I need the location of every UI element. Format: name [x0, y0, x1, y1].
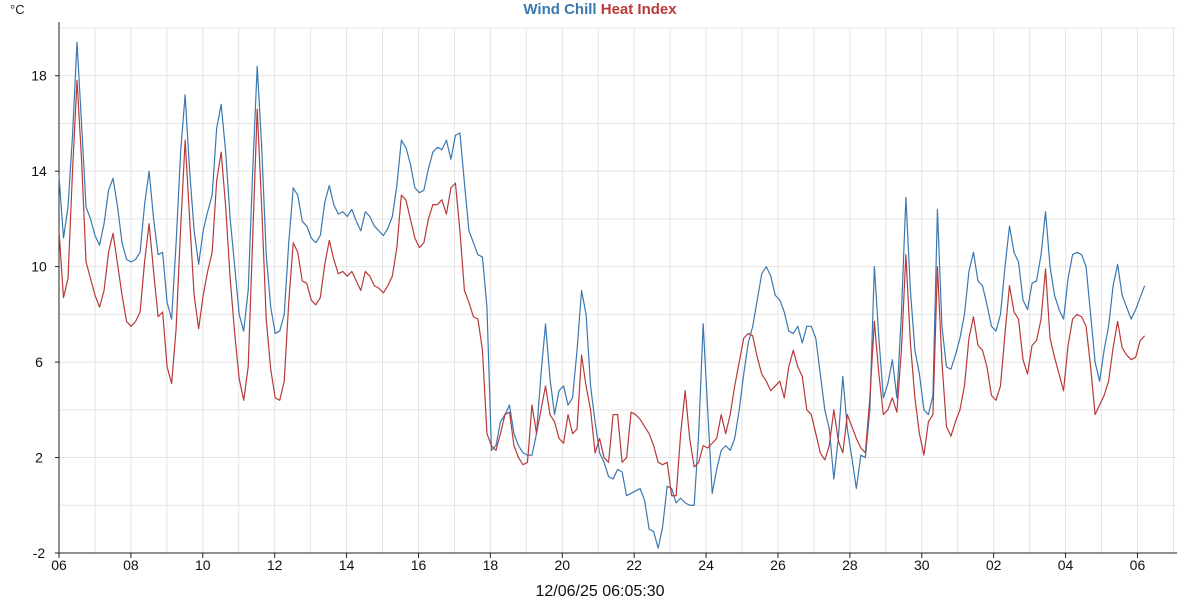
x-tick-label: 20 [554, 557, 570, 573]
y-tick-label: 10 [31, 259, 47, 275]
wind-chill-line [58, 41, 1146, 549]
x-tick-label: 10 [195, 557, 211, 573]
series-group [58, 41, 1146, 549]
x-tick-label: 14 [339, 557, 355, 573]
x-tick-label: 12 [267, 557, 283, 573]
x-tick-label: 06 [1130, 557, 1146, 573]
y-tick-label: 2 [35, 450, 43, 466]
y-axis-unit-label: °C [10, 2, 25, 17]
x-tick-label: 26 [770, 557, 786, 573]
legend-wind-chill: Wind Chill [523, 1, 597, 18]
chart-title: Wind Chill Heat Index [0, 1, 1200, 18]
x-tick-label: 06 [51, 557, 67, 573]
y-tick-label: 6 [35, 354, 43, 370]
y-tick-label: 18 [31, 68, 47, 84]
axes [55, 22, 1177, 558]
legend-heat-index: Heat Index [600, 1, 677, 18]
x-tick-label: 04 [1058, 557, 1074, 573]
y-tick-label: 14 [31, 163, 47, 179]
x-tick-label: 22 [626, 557, 642, 573]
x-tick-label: 28 [842, 557, 858, 573]
x-tick-label: 16 [411, 557, 427, 573]
y-tick-label: -2 [33, 545, 46, 561]
x-tick-label: 30 [914, 557, 930, 573]
tick-labels: 06 08 10 12 14 16 18 20 22 24 26 28 30 02 04 06-2261014… [31, 68, 1145, 573]
footer-timestamp: 12/06/25 06:05:30 [535, 583, 665, 600]
x-tick-label: 08 [123, 557, 139, 573]
x-tick-label: 02 [986, 557, 1002, 573]
heat-index-line [58, 79, 1146, 497]
x-tick-label: 18 [483, 557, 499, 573]
x-tick-label: 24 [698, 557, 714, 573]
